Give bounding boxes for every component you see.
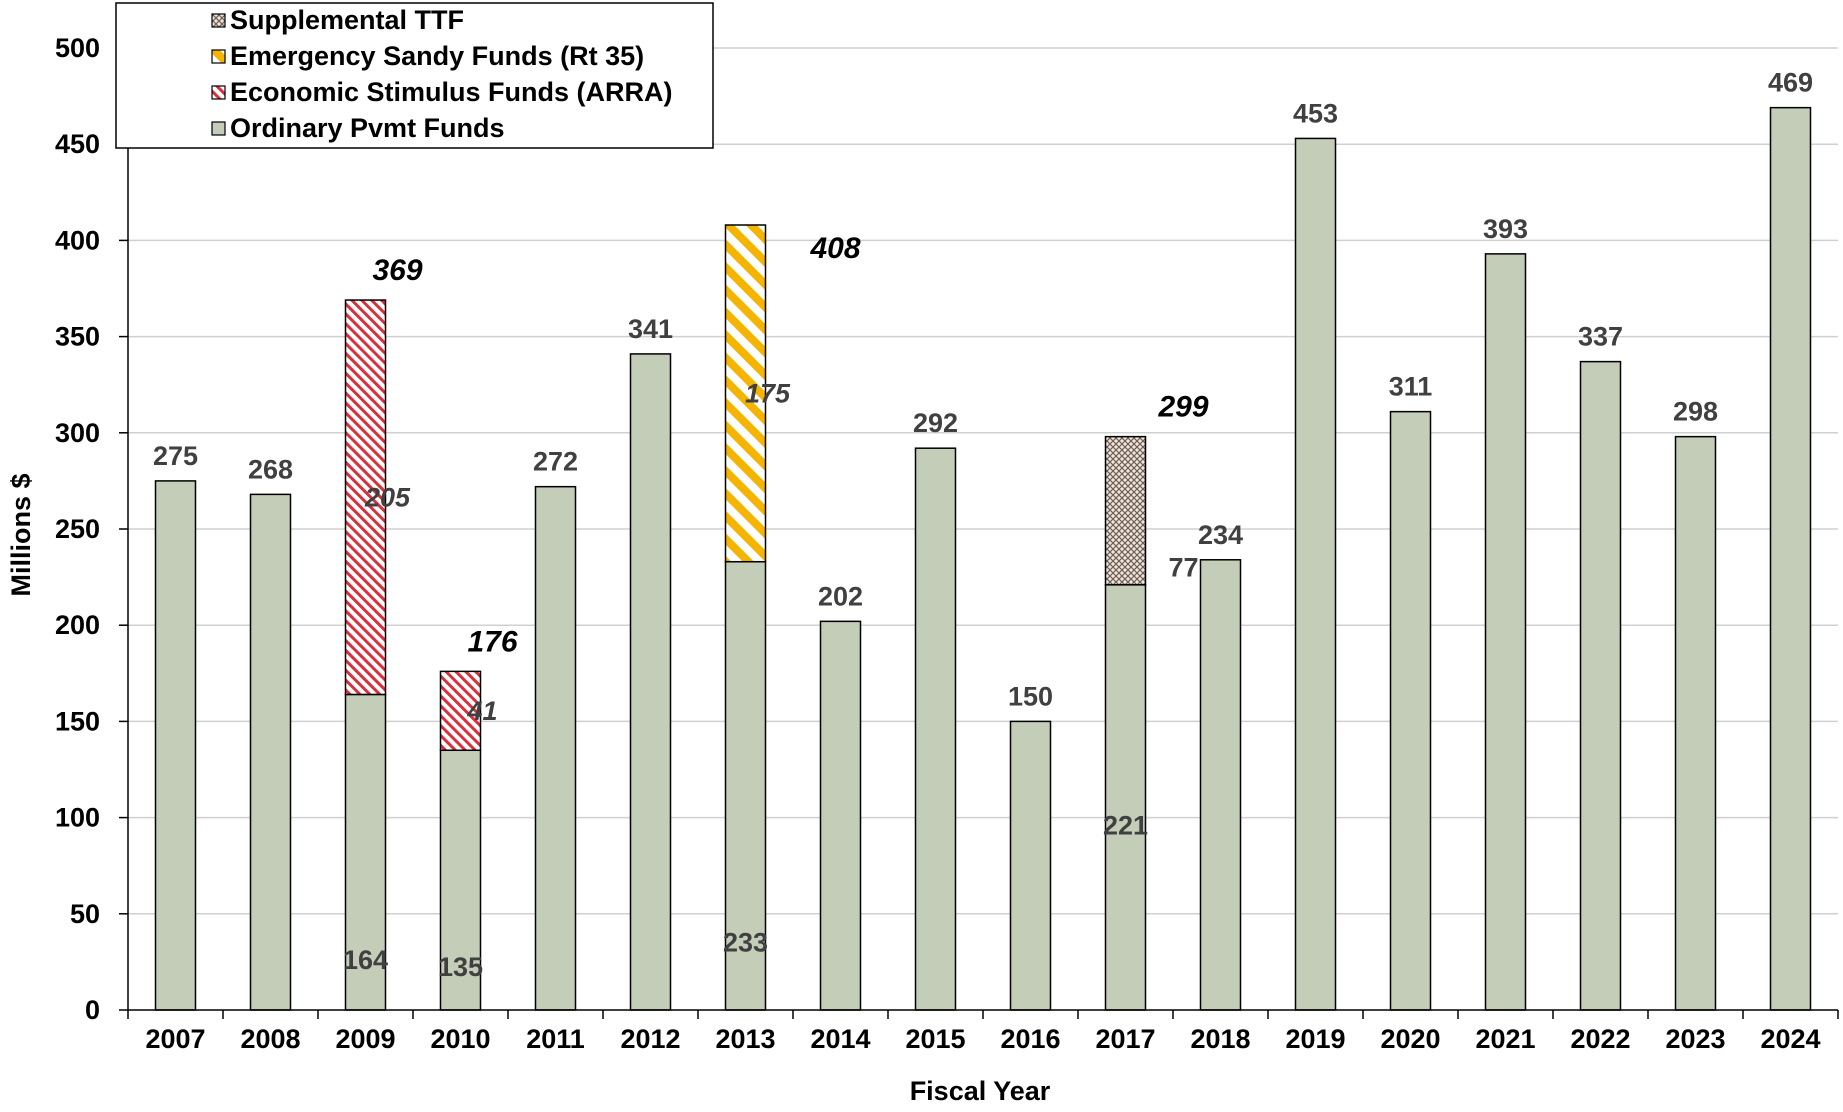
bar-segment — [1484, 253, 1527, 1011]
x-tick-label: 2016 — [1000, 1024, 1060, 1054]
x-tick-label: 2020 — [1380, 1024, 1440, 1054]
data-label: 202 — [818, 581, 863, 611]
data-label: 205 — [364, 482, 411, 512]
x-tick-label: 2017 — [1095, 1024, 1155, 1054]
data-label: 341 — [628, 314, 673, 344]
legend-swatch — [211, 85, 226, 100]
y-axis-title: Millions $ — [6, 473, 36, 596]
x-tick-label: 2008 — [240, 1024, 300, 1054]
legend-label: Supplemental TTF — [230, 5, 464, 35]
bar-segment — [724, 560, 767, 1011]
total-label: 299 — [1157, 391, 1208, 424]
bar-segment — [439, 670, 482, 752]
y-tick-label: 400 — [55, 225, 100, 255]
data-label: 77 — [1168, 552, 1198, 582]
y-tick-label: 300 — [55, 418, 100, 448]
data-label: 298 — [1673, 397, 1718, 427]
total-label: 408 — [809, 232, 860, 265]
data-label: 234 — [1198, 520, 1243, 550]
x-tick-label: 2013 — [715, 1024, 775, 1054]
x-tick-label: 2022 — [1570, 1024, 1630, 1054]
data-label: 311 — [1389, 372, 1433, 402]
y-tick-label: 100 — [55, 803, 100, 833]
y-tick-label: 150 — [55, 706, 100, 736]
y-tick-label: 450 — [55, 129, 100, 159]
x-tick-label: 2021 — [1475, 1024, 1535, 1054]
bar-segment — [1579, 360, 1622, 1011]
bar-segment — [819, 620, 862, 1011]
x-tick-label: 2011 — [526, 1024, 585, 1054]
data-label: 453 — [1293, 98, 1338, 128]
bars — [154, 106, 1812, 1011]
x-tick-label: 2007 — [145, 1024, 205, 1054]
bar-segment — [1294, 137, 1337, 1011]
gridlines — [128, 47, 1838, 915]
data-label: 150 — [1008, 681, 1053, 711]
bar-segment — [1769, 106, 1812, 1011]
x-tick-label: 2023 — [1665, 1024, 1725, 1054]
legend-swatch — [211, 13, 226, 28]
data-label: 175 — [745, 378, 791, 408]
bar-segment — [1199, 559, 1242, 1011]
legend-label: Economic Stimulus Funds (ARRA) — [230, 77, 673, 107]
x-tick-label: 2024 — [1760, 1024, 1820, 1054]
data-label: 135 — [438, 952, 483, 982]
y-tick-label: 50 — [70, 899, 100, 929]
bar-segment — [629, 353, 672, 1011]
bar-segment — [1389, 410, 1432, 1011]
data-label: 233 — [723, 928, 768, 958]
y-tick-label: 350 — [55, 322, 100, 352]
data-labels: 275 268 164 205 369 135 41 176 272 341 233 175 408 20… — [153, 68, 1813, 983]
axes: 0 50 100 150 200 250 300 350 400 450 500 2007 2008 20… — [55, 33, 1839, 1054]
x-tick-label: 2012 — [620, 1024, 680, 1054]
data-label: 292 — [913, 408, 958, 438]
legend-label: Ordinary Pvmt Funds — [230, 113, 505, 143]
data-label: 221 — [1103, 811, 1148, 841]
bar-segment — [1104, 435, 1147, 586]
y-tick-label: 250 — [55, 514, 100, 544]
legend: Supplemental TTF Emergency Sandy Funds (R… — [115, 2, 714, 149]
bar-segment — [1009, 720, 1052, 1011]
bar-segment — [1104, 584, 1147, 1011]
bar-segment — [1674, 435, 1717, 1011]
x-tick-label: 2014 — [810, 1024, 870, 1054]
data-label: 337 — [1578, 322, 1623, 352]
x-tick-label: 2009 — [335, 1024, 395, 1054]
bar-segment — [534, 485, 577, 1011]
x-axis-title: Fiscal Year — [910, 1076, 1051, 1106]
data-label: 275 — [153, 441, 198, 471]
x-tick-label: 2019 — [1285, 1024, 1345, 1054]
bar-segment — [914, 447, 957, 1011]
y-tick-label: 0 — [85, 995, 100, 1025]
legend-swatch — [211, 49, 226, 64]
bar-segment — [724, 224, 767, 563]
bar-segment — [249, 493, 292, 1011]
data-label: 393 — [1483, 214, 1528, 244]
total-label: 369 — [372, 254, 422, 287]
y-tick-label: 500 — [55, 33, 100, 63]
data-label: 469 — [1768, 68, 1813, 98]
x-tick-label: 2010 — [430, 1024, 490, 1054]
data-label: 268 — [248, 454, 293, 484]
y-tick-label: 200 — [55, 610, 100, 640]
data-label: 164 — [343, 945, 388, 975]
x-tick-label: 2018 — [1190, 1024, 1250, 1054]
data-label: 272 — [533, 447, 578, 477]
legend-swatch — [211, 121, 226, 136]
x-tick-label: 2015 — [905, 1024, 965, 1054]
data-label: 41 — [466, 696, 497, 726]
total-label: 176 — [467, 625, 517, 658]
bar-segment — [154, 480, 197, 1011]
legend-label: Emergency Sandy Funds (Rt 35) — [230, 41, 644, 71]
bar-segment — [344, 299, 387, 696]
